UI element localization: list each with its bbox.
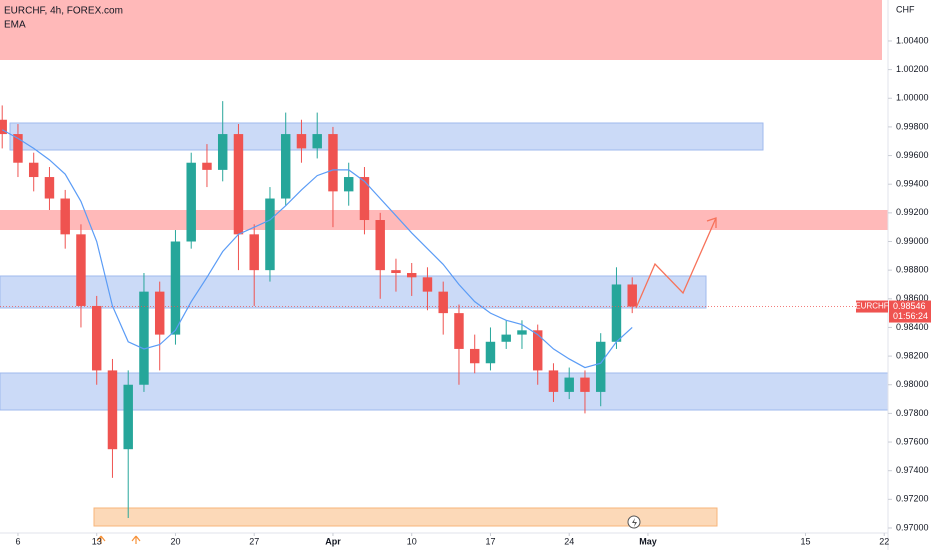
- y-tick-label: 0.97800: [896, 408, 929, 418]
- candle-body: [611, 284, 622, 342]
- x-tick-label: 22: [879, 536, 889, 546]
- candle-body: [123, 384, 133, 450]
- candle-body: [438, 291, 448, 314]
- support-zone: [93, 507, 718, 527]
- candle-body: [517, 330, 527, 335]
- demand-zone: [0, 372, 889, 411]
- candle-body: [391, 270, 401, 274]
- candle-body: [170, 241, 181, 335]
- candle-body: [312, 134, 322, 149]
- candle-body: [139, 291, 149, 385]
- candle-body: [186, 162, 196, 242]
- y-tick-label: 0.97200: [896, 494, 929, 504]
- supply-zone: [9, 122, 764, 151]
- y-tick-label: 0.99000: [896, 236, 929, 246]
- candle-body: [469, 348, 480, 364]
- y-tick-label: 0.99200: [896, 207, 929, 217]
- x-tick-label: 17: [485, 536, 495, 546]
- candle-body: [76, 234, 86, 306]
- candle-body: [44, 177, 55, 199]
- x-tick-label: 13: [92, 536, 102, 546]
- x-tick-label: 6: [15, 536, 20, 546]
- candle-body: [296, 134, 307, 149]
- symbol-tag: [856, 300, 888, 313]
- y-tick-label: 0.97600: [896, 436, 929, 446]
- price-tag-countdown: 01:56:24: [893, 311, 928, 321]
- candle-body: [375, 220, 385, 271]
- candle-body: [249, 234, 259, 271]
- x-tick-label: Apr: [325, 536, 341, 546]
- candle-body: [359, 177, 370, 221]
- candle-body: [595, 341, 606, 392]
- candle-body: [202, 162, 212, 170]
- candle-body: [28, 162, 39, 178]
- candle-body: [548, 370, 559, 392]
- candle-body: [485, 341, 496, 364]
- y-tick-label: 1.00400: [896, 35, 929, 45]
- projection-arrowhead: [706, 217, 717, 228]
- y-tick-label: 0.99400: [896, 179, 929, 189]
- y-tick-label: 0.97400: [896, 465, 929, 475]
- x-tick-label: 10: [407, 536, 417, 546]
- candle-body: [422, 277, 433, 292]
- candle-body: [60, 198, 70, 235]
- y-tick-label: 0.98200: [896, 350, 929, 360]
- event-icon-glyph: [632, 518, 637, 527]
- ema-line: [1, 129, 633, 369]
- candle-body: [580, 377, 590, 392]
- candle-body: [154, 291, 165, 335]
- x-tick-label: 27: [249, 536, 259, 546]
- candle-body: [217, 134, 228, 170]
- price-tag: [889, 300, 931, 323]
- x-tick-label: 20: [170, 536, 180, 546]
- candle-body: [627, 284, 637, 307]
- candle-body: [0, 119, 7, 135]
- candle-body: [564, 377, 574, 392]
- x-tick-label: 24: [564, 536, 574, 546]
- x-tick-label: 15: [800, 536, 810, 546]
- y-tick-label: 0.99800: [896, 121, 929, 131]
- y-tick-label: 0.98000: [896, 379, 929, 389]
- candle-body: [454, 313, 464, 349]
- plot: [0, 101, 637, 518]
- y-tick-label: 0.98600: [896, 293, 929, 303]
- candle-body: [280, 134, 291, 199]
- indicator-label: EMA: [4, 20, 26, 31]
- currency-label: CHF: [896, 4, 915, 14]
- candle-body: [501, 334, 511, 342]
- symbol-tag-label: EURCHF: [855, 302, 888, 311]
- resistance-zone: [0, 0, 882, 60]
- y-tick-label: 0.98800: [896, 265, 929, 275]
- resistance-zone: [0, 210, 888, 230]
- candle-body: [328, 134, 338, 192]
- event-marker: [96, 535, 141, 544]
- symbol-title: EURCHF, 4h, FOREX.com: [4, 6, 123, 17]
- candle-body: [406, 273, 417, 278]
- y-tick-label: 0.97000: [896, 522, 929, 532]
- y-tick-label: 0.98400: [896, 322, 929, 332]
- candle-body: [265, 198, 275, 271]
- candle-body: [107, 370, 118, 450]
- y-tick-label: 1.00200: [896, 64, 929, 74]
- candle-body: [91, 305, 102, 371]
- candle-body: [13, 134, 23, 163]
- supply-zone: [0, 275, 707, 309]
- candle-body: [233, 134, 244, 235]
- candle-body: [343, 177, 354, 192]
- projection: [635, 217, 717, 309]
- y-tick-label: 0.99600: [896, 150, 929, 160]
- x-tick-label: May: [639, 536, 657, 546]
- price-tag-value: 0.98546: [893, 301, 926, 311]
- y-tick-label: 1.00000: [896, 93, 929, 103]
- candle-body: [532, 330, 543, 371]
